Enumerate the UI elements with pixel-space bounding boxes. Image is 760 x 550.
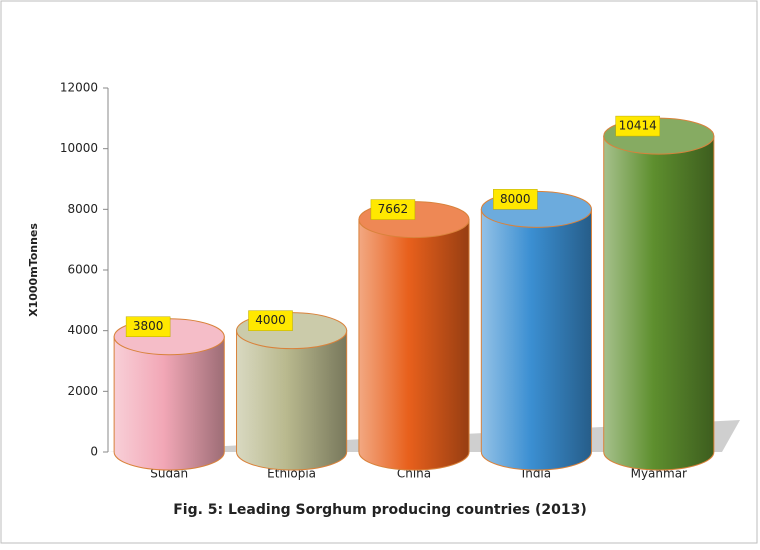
y-axis-label: X1000mTonnes: [27, 223, 40, 317]
value-label-box: [615, 115, 660, 137]
y-tick-label: 12000: [60, 81, 98, 95]
y-tick-label: 0: [90, 445, 98, 459]
bar: [480, 208, 592, 471]
value-label: 4000: [255, 313, 286, 327]
value-label-box: [493, 189, 538, 210]
x-tick-label: Myanmar: [631, 467, 687, 481]
y-tick-label: 10000: [60, 141, 98, 155]
value-label-box: [125, 316, 171, 337]
bar: [113, 336, 225, 471]
value-label: 3800: [133, 319, 164, 333]
value-label: 10414: [619, 119, 657, 133]
value-label-box: [370, 199, 416, 220]
value-label-box: [248, 310, 293, 331]
value-label: 8000: [500, 192, 531, 206]
bar: [236, 330, 348, 471]
value-label: 7662: [378, 202, 409, 216]
bar: [603, 135, 715, 471]
y-tick-label: 4000: [67, 323, 98, 337]
y-tick-label: 8000: [67, 202, 98, 216]
chart-title: Fig. 5: Leading Sorghum producing countr…: [173, 502, 587, 518]
y-tick-label: 2000: [67, 384, 98, 398]
y-tick-label: 6000: [67, 263, 98, 277]
bar: [358, 219, 470, 471]
